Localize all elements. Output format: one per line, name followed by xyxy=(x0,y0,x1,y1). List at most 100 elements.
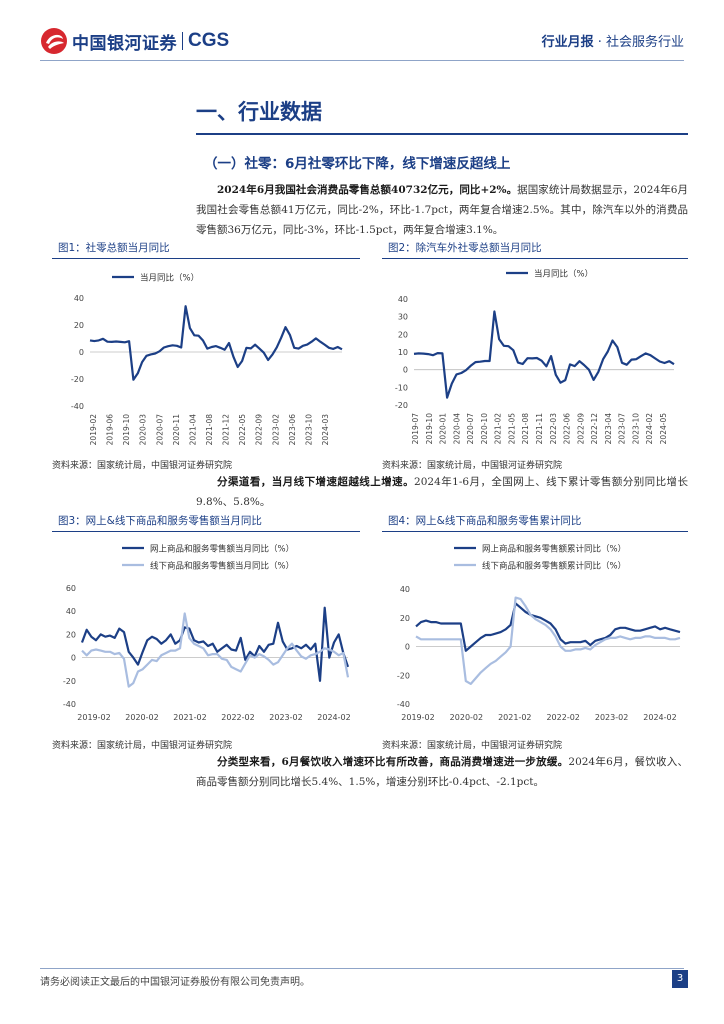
legend-label: 当月同比（%） xyxy=(534,269,593,280)
y-tick-label: 20 xyxy=(74,321,84,330)
y-tick-label: 0 xyxy=(403,366,408,375)
series-line xyxy=(80,606,350,682)
x-tick-label: 2021-02 xyxy=(173,713,206,722)
x-tick-label: 2024-03 xyxy=(321,414,330,446)
figure-4-title: 图4：网上&线下商品和服务零售累计同比 xyxy=(382,512,688,532)
figure-1-chart: 当月同比（%） -40 -20 0 20 40 2019-02 2019-06 2019-10 2… xyxy=(71,273,343,446)
figure-3-title-text: 图3：网上&线下商品和服务零售额当月同比 xyxy=(58,515,262,527)
x-tick-label: 2020-03 xyxy=(139,414,148,446)
figure-2-title: 图2：除汽车外社零总额当月同比 xyxy=(382,239,688,259)
figure-3-title: 图3：网上&线下商品和服务零售额当月同比 xyxy=(52,512,360,532)
report-type: 行业月报 xyxy=(541,35,594,50)
legend-label: 网上商品和服务零售额当月同比（%） xyxy=(150,544,294,555)
paragraph-lead: 2024年6月我国社会消费品零售总额40732亿元，同比+2%。 xyxy=(217,184,518,196)
paragraph-lead: 分类型来看，6月餐饮收入增速环比有所改善，商品消费增速进一步放缓。 xyxy=(217,756,569,768)
series-line xyxy=(81,612,350,688)
x-tick-label: 2019-10 xyxy=(122,414,131,446)
x-tick-label: 2024-02 xyxy=(645,413,654,445)
x-tick-label: 2023-04 xyxy=(604,413,613,445)
x-tick-label: 2022-03 xyxy=(549,413,558,445)
paragraph-body: 2024年6月，餐饮收入、商品零售额分别同比增长5.4%、1.5%，增速分别环比… xyxy=(196,756,688,788)
paragraph-retail-total: 2024年6月我国社会消费品零售总额40732亿元，同比+2%。据国家统计局数据… xyxy=(196,180,688,240)
logo-divider xyxy=(182,32,183,50)
figure-2-title-text: 图2：除汽车外社零总额当月同比 xyxy=(388,242,542,254)
x-tick-label: 2024-02 xyxy=(643,713,676,722)
y-tick-label: -20 xyxy=(395,401,408,410)
figure-3-chart: 网上商品和服务零售额当月同比（%） 线下商品和服务零售额当月同比（%） -40 -20… xyxy=(63,544,351,723)
x-tick-label: 2021-08 xyxy=(521,413,530,445)
series-line xyxy=(413,310,675,399)
industry-name: 社会服务行业 xyxy=(605,35,684,50)
x-tick-label: 2019-06 xyxy=(106,414,115,446)
footer-divider xyxy=(40,968,684,969)
figure-1-title-text: 图1：社零总额当月同比 xyxy=(58,242,170,254)
header-divider xyxy=(40,60,684,61)
x-tick-label: 2019-02 xyxy=(77,713,110,722)
x-tick-label: 2020-02 xyxy=(125,713,158,722)
logo-cgs: CGS xyxy=(188,30,230,51)
x-tick-label: 2023-10 xyxy=(631,413,640,445)
series-line xyxy=(415,602,681,652)
logo-text: 中国银河证券 xyxy=(72,33,177,54)
x-tick-label: 2021-02 xyxy=(498,713,531,722)
paragraph-categories: 分类型来看，6月餐饮收入增速环比有所改善，商品消费增速进一步放缓。2024年6月… xyxy=(196,752,688,792)
subsection-title: （一）社零：6月社零环比下降，线下增速反超线上 xyxy=(204,156,511,172)
y-tick-label: -40 xyxy=(71,402,84,411)
x-tick-label: 2021-12 xyxy=(222,414,231,446)
figure-3-source: 资料来源：国家统计局，中国银河证券研究院 xyxy=(52,741,233,751)
section-title-underline xyxy=(196,133,688,135)
x-tick-label: 2020-07 xyxy=(155,414,164,446)
x-tick-label: 2021-05 xyxy=(507,413,516,445)
y-tick-label: 10 xyxy=(398,348,408,357)
y-tick-label: -40 xyxy=(63,700,76,709)
x-tick-label: 2021-08 xyxy=(205,414,214,446)
x-tick-label: 2020-02 xyxy=(450,713,483,722)
series-line xyxy=(415,596,681,685)
section-title: 一、行业数据 xyxy=(196,100,322,124)
x-tick-label: 2020-10 xyxy=(480,413,489,445)
cgs-logo-icon xyxy=(41,28,67,54)
y-tick-label: -10 xyxy=(395,383,408,392)
x-tick-label: 2019-07 xyxy=(411,413,420,445)
x-tick-label: 2022-12 xyxy=(590,413,599,445)
y-tick-label: 20 xyxy=(400,614,410,623)
x-tick-label: 2022-02 xyxy=(221,713,254,722)
x-tick-label: 2022-06 xyxy=(563,413,572,445)
y-tick-label: 0 xyxy=(405,643,410,652)
report-separator: · xyxy=(593,35,606,50)
footer-disclaimer: 请务必阅读正文最后的中国银河证券股份有限公司免责声明。 xyxy=(40,977,310,988)
x-tick-label: 2024-05 xyxy=(659,413,668,445)
y-tick-label: 30 xyxy=(398,313,408,322)
figure-1-source: 资料来源：国家统计局，中国银河证券研究院 xyxy=(52,461,233,471)
y-tick-label: 20 xyxy=(398,330,408,339)
x-tick-label: 2021-02 xyxy=(494,413,503,445)
y-tick-label: -40 xyxy=(397,700,410,709)
y-tick-label: 60 xyxy=(66,584,76,593)
figure-2-chart: 当月同比（%） -20 -10 0 10 20 30 40 2019-07 2019-10 2020… xyxy=(395,269,675,445)
y-tick-label: 40 xyxy=(66,607,76,616)
company-logo: 中国银河证券 CGS xyxy=(40,27,229,55)
paragraph-body: 据国家统计局数据显示，2024年6月我国社会零售总额41万亿元，同比-2%，环比… xyxy=(196,184,689,236)
x-tick-label: 2022-09 xyxy=(255,414,264,446)
figure-4-chart: 网上商品和服务零售额累计同比（%） 线下商品和服务零售额累计同比（%） -40 -20… xyxy=(397,544,681,722)
paragraph-body: 2024年1-6月，全国网上、线下累计零售额分别同比增长9.8%、5.8%。 xyxy=(196,476,688,508)
x-tick-label: 2020-01 xyxy=(439,413,448,445)
x-tick-label: 2024-02 xyxy=(317,713,350,722)
y-tick-label: 40 xyxy=(74,294,84,303)
y-tick-label: 40 xyxy=(398,295,408,304)
figure-2-source: 资料来源：国家统计局，中国银河证券研究院 xyxy=(382,461,563,471)
y-tick-label: 40 xyxy=(400,585,410,594)
x-tick-label: 2021-11 xyxy=(535,413,544,445)
x-tick-label: 2020-11 xyxy=(172,414,181,446)
legend-label: 当月同比（%） xyxy=(140,273,199,284)
x-tick-label: 2019-02 xyxy=(89,414,98,446)
x-tick-label: 2020-04 xyxy=(452,413,461,445)
x-tick-label: 2021-04 xyxy=(188,414,197,446)
series-line xyxy=(89,305,343,381)
x-tick-label: 2020-07 xyxy=(466,413,475,445)
figure-4-source: 资料来源：国家统计局，中国银河证券研究院 xyxy=(382,741,563,751)
page-number: 3 xyxy=(672,970,688,988)
paragraph-lead: 分渠道看，当月线下增速超越线上增速。 xyxy=(217,476,415,488)
x-tick-label: 2022-05 xyxy=(238,414,247,446)
x-tick-label: 2019-02 xyxy=(401,713,434,722)
